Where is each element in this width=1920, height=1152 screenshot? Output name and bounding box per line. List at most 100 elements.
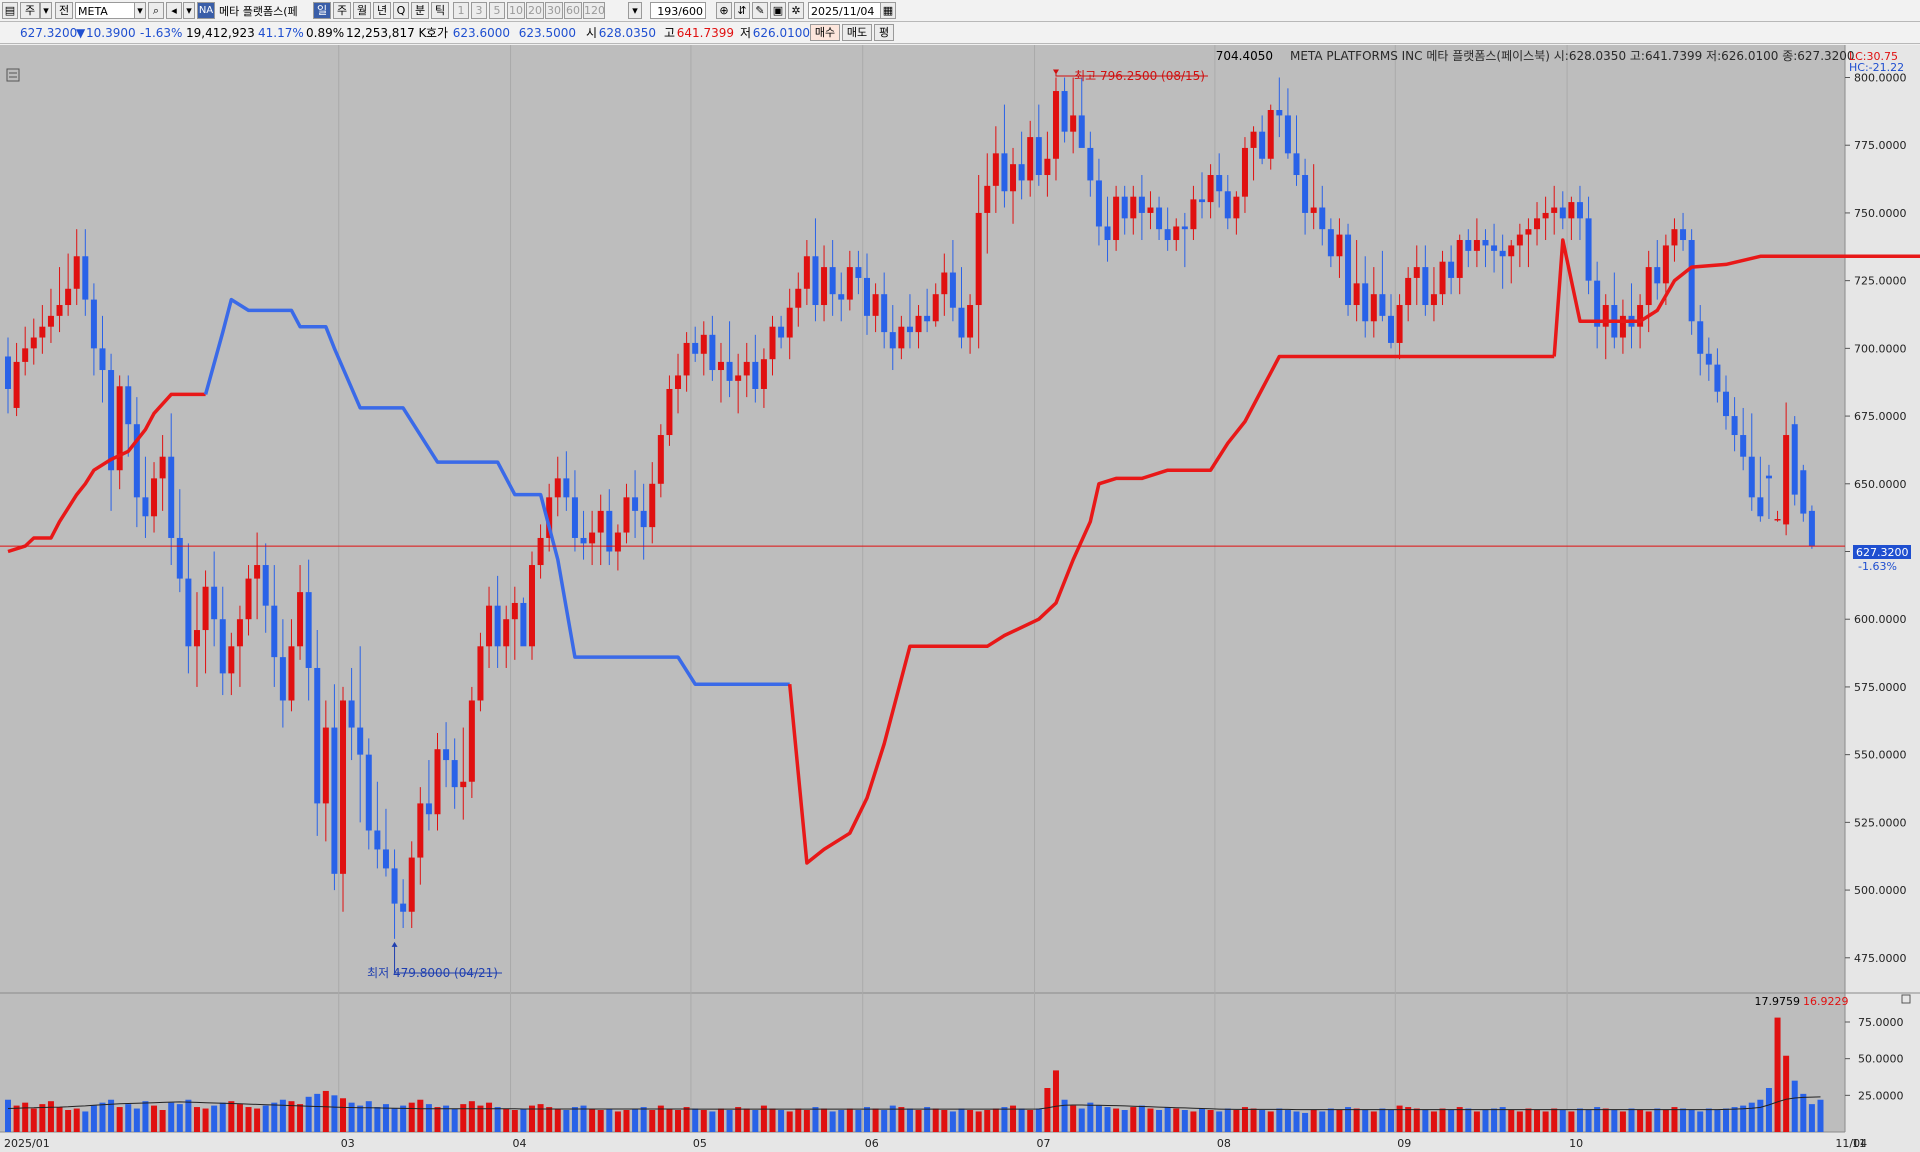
candle-body [1491,245,1498,251]
candle-body [1439,261,1446,295]
volume-bar [1345,1107,1352,1132]
interval-60[interactable]: 60 [564,2,582,19]
volume-bar [1370,1111,1377,1132]
interval-20[interactable]: 20 [526,2,544,19]
interval-10[interactable]: 10 [507,2,525,19]
interval-3[interactable]: 3 [471,2,487,19]
symbol-dropdown-icon[interactable]: ▾ [134,2,146,19]
calendar-icon[interactable]: ▦ [880,2,896,19]
volume-bar [1473,1111,1480,1132]
candle-body [1138,196,1145,213]
candle-body [1465,240,1472,251]
price-chart[interactable]: 475.0000 500.0000 525.0000 550.0000 575.0000… [0,45,1920,1152]
candle-body [1662,245,1669,284]
volume-bar [1353,1108,1360,1132]
candle-body [1001,153,1008,192]
volume-bar [1791,1080,1798,1132]
volume-bar [5,1099,11,1132]
candle-body [503,619,510,647]
speaker-dropdown-icon[interactable]: ▾ [183,2,195,19]
volume-bar [1070,1105,1077,1132]
candle-body [1070,115,1077,132]
save-icon[interactable]: ▣ [770,2,786,19]
low-annotation: 최저 479.8000 (04/21) [367,966,498,980]
volume-bar [1662,1110,1669,1132]
candle-body [1396,305,1403,343]
candle-body [1714,364,1721,392]
interval-1[interactable]: 1 [453,2,469,19]
candle-body [417,803,424,858]
candle-body [623,497,630,533]
volume-bar [1199,1108,1206,1132]
interval-dropdown-icon[interactable]: ▾ [628,2,642,19]
volume-bar [1113,1108,1120,1132]
candle-body [1353,283,1360,306]
market-type-button[interactable]: 전 [55,2,73,19]
volume-bar [967,1110,974,1132]
crosshair-icon[interactable]: ⊕ [716,2,732,19]
volume-bar [503,1108,510,1132]
candle-body [1594,280,1601,327]
volume-bar [1302,1112,1309,1132]
sell-button[interactable]: 매도 [842,24,872,41]
candle-body [1748,456,1755,498]
volume-bar [1052,1070,1059,1132]
speaker-icon[interactable]: ◂ [166,2,182,19]
candle-body [1370,294,1377,322]
candle-body [597,510,604,533]
volume-bar [125,1104,132,1132]
volume-bar [743,1108,750,1132]
volume-bar [185,1099,192,1132]
candle-body [1568,202,1575,219]
tool-icon[interactable]: ✎ [752,2,768,19]
interval-5[interactable]: 5 [489,2,505,19]
candle-body [726,361,733,381]
candle-body [1027,137,1034,181]
period-month-tab[interactable]: 월 [353,2,371,19]
date-input[interactable]: 2025/11/04 [808,2,882,19]
volume-bar [1714,1110,1721,1132]
interval-120[interactable]: 120 [583,2,605,19]
search-icon[interactable]: ⌕ [148,2,164,19]
volume-bar [236,1104,243,1132]
candle-body [889,332,896,349]
candle-body [365,754,372,831]
period-year-tab[interactable]: 년 [373,2,391,19]
na-badge[interactable]: NA [197,2,215,19]
market-button[interactable]: 주 [20,2,40,19]
volume-bar [460,1104,467,1132]
period-tick-tab[interactable]: 틱 [431,2,449,19]
period-day-tab[interactable]: 일 [313,2,331,19]
panel-menu-icon[interactable] [6,68,20,82]
candle-body [331,727,338,874]
candle-body [1448,261,1455,278]
symbol-input[interactable]: META [75,2,135,19]
buy-button[interactable]: 매수 [810,24,840,41]
candle-body [1147,207,1154,213]
candle-body [65,288,72,306]
settings-icon[interactable]: ✲ [788,2,804,19]
scale-icon[interactable]: ⇵ [734,2,750,19]
quote-bar: 627.3200 ▼ 10.3900 -1.63% 19,412,923 41.… [0,22,1920,44]
candle-body [193,630,200,647]
period-minute-tab[interactable]: 분 [411,2,429,19]
candle-body [1576,202,1583,219]
period-quarter-tab[interactable]: Q [393,2,409,19]
flat-button[interactable]: 평 [874,24,894,41]
candle-body [1688,240,1695,322]
count-input[interactable]: 193/600 [650,2,706,19]
volume-bar [786,1111,793,1132]
candle-body [1310,207,1317,213]
volume-panel-menu-icon[interactable] [1901,994,1911,1004]
market-dropdown-icon[interactable]: ▾ [40,2,52,19]
price-tag-pct: -1.63% [1858,560,1897,573]
candle-body [571,497,578,538]
volume-bar [443,1105,450,1132]
turnover-pct: 0.89% [306,26,345,40]
interval-30[interactable]: 30 [545,2,563,19]
volume-bar [254,1108,261,1132]
candle-body [924,315,931,322]
period-week-tab[interactable]: 주 [333,2,351,19]
stop-line-up [7,392,206,554]
window-menu-icon[interactable]: ▤ [2,2,18,19]
